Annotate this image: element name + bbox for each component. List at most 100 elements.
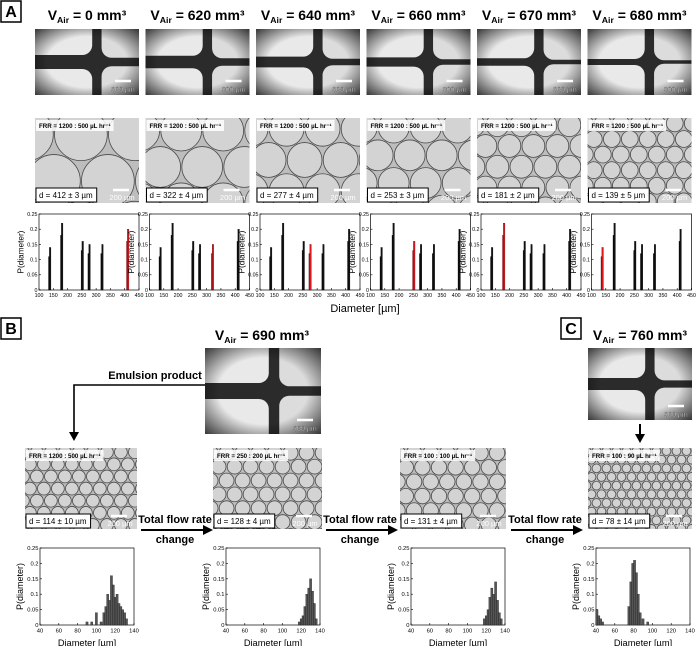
histogram-bar [646, 621, 649, 626]
x-tick-label: 120 [481, 628, 491, 634]
scale-label: 200 µm [662, 519, 687, 528]
droplet [145, 146, 181, 188]
droplet [100, 469, 114, 484]
droplet [430, 488, 448, 505]
droplet [107, 481, 121, 496]
droplet [505, 450, 506, 456]
title-symbol: V [371, 7, 381, 23]
x-tick-label: 100 [648, 628, 658, 634]
droplet [107, 457, 121, 472]
histogram-bar [237, 229, 240, 291]
droplet [135, 459, 137, 470]
droplet [606, 472, 617, 482]
histogram-bar [641, 618, 645, 626]
droplet [128, 448, 137, 459]
histogram-bar [433, 244, 435, 291]
y-tick-label: 0.25 [469, 212, 479, 218]
title-text: = 0 mm³ [69, 7, 127, 23]
y-tick-label: 0.15 [359, 242, 369, 248]
droplet [596, 472, 607, 482]
droplet [629, 145, 648, 164]
droplet [686, 472, 692, 482]
title-symbol: V [48, 7, 58, 23]
droplet [651, 498, 662, 508]
droplet [596, 489, 607, 500]
droplet [340, 118, 360, 147]
droplet [588, 498, 592, 508]
title-symbol: V [593, 327, 603, 343]
droplet [593, 145, 612, 164]
droplet [322, 142, 359, 178]
x-tick-label: 300 [313, 293, 322, 299]
droplet [93, 481, 107, 496]
scale-label: 200 µm [220, 193, 245, 202]
x-tick-label: 300 [644, 293, 653, 299]
droplet [489, 448, 506, 462]
x-tick-label: 400 [673, 293, 682, 299]
droplet [181, 146, 224, 188]
histogram-bar [543, 244, 546, 291]
y-tick-label: 0.2 [401, 561, 409, 567]
droplet [665, 176, 684, 195]
droplet [534, 196, 556, 203]
droplet [497, 134, 522, 158]
droplet [400, 488, 414, 505]
diameter-label: d = 322 ± 4 µm [150, 191, 204, 200]
droplet [472, 448, 489, 462]
scale-label: 300 µm [664, 87, 688, 94]
x-tick-label: 140 [129, 628, 139, 634]
x-tick-label: 400 [562, 293, 571, 299]
droplet [626, 472, 637, 482]
droplet [72, 469, 86, 484]
diameter-box [588, 187, 650, 203]
histogram-bar [101, 244, 104, 291]
x-tick-label: 80 [445, 628, 451, 634]
histogram-bar [413, 241, 416, 291]
transition-label: Total flow rate [323, 514, 397, 526]
droplet [681, 498, 692, 508]
x-tick-label: 40 [37, 628, 43, 634]
droplet [681, 515, 692, 526]
droplet [274, 486, 291, 503]
y-axis-label: P(diameter) [569, 230, 578, 273]
droplet [425, 139, 458, 172]
frr-label: FRR = 1200 : 500 µL hr⁻¹ [150, 123, 222, 130]
droplet [611, 463, 622, 474]
y-tick-label: 0.2 [362, 227, 369, 233]
droplet [651, 515, 662, 526]
droplet [675, 130, 692, 148]
panel-label: A [5, 4, 17, 21]
y-tick-label: 0.1 [251, 257, 258, 263]
histogram-bar [613, 222, 616, 291]
histogram-bar [270, 247, 273, 291]
droplet [489, 473, 506, 490]
x-tick-label: 450 [687, 293, 696, 299]
title-text: = 640 mm³ [282, 7, 355, 23]
droplet [464, 459, 481, 476]
y-axis-label: P(diameter) [238, 230, 247, 273]
droplet [441, 118, 471, 144]
histogram-bar [601, 247, 604, 291]
y-tick-label: 0.2 [141, 227, 148, 233]
image-title: VAir = 670 mm³ [482, 7, 576, 25]
droplet [135, 508, 137, 518]
droplet [569, 175, 581, 200]
droplet [661, 448, 672, 456]
droplet [250, 472, 267, 489]
scale-label: 200 µm [441, 193, 466, 202]
x-tick-label: 400 [452, 293, 461, 299]
droplet [686, 489, 692, 500]
droplet [588, 472, 597, 482]
droplet [274, 458, 291, 475]
histogram-bar [679, 229, 682, 291]
droplet [477, 134, 498, 158]
x-tick-label: 150 [159, 293, 168, 299]
droplet [459, 195, 471, 203]
histogram-bar [641, 244, 643, 291]
droplet [213, 528, 215, 529]
y-tick-label: 0.25 [138, 212, 148, 218]
scale-label: 200 µm [476, 519, 501, 528]
histogram-bar [199, 244, 201, 291]
histogram-bar [601, 621, 604, 626]
x-tick-label: 120 [666, 628, 676, 634]
